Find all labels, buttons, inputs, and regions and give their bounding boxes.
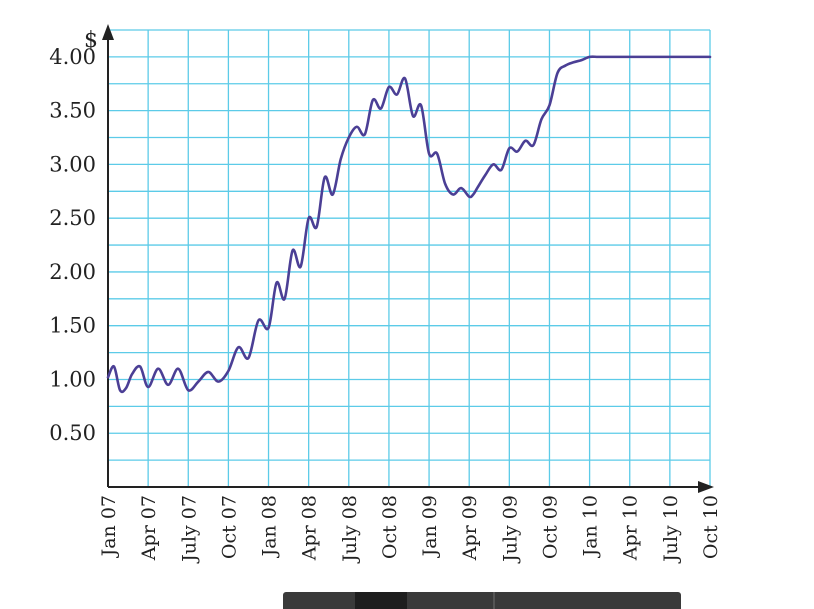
- x-tick-label: Oct 09: [539, 495, 561, 559]
- toolbar-segment: [355, 592, 407, 609]
- series-line: [106, 55, 712, 394]
- y-tick-label: 2.50: [49, 206, 96, 230]
- x-tick-label: Jan 08: [259, 495, 281, 558]
- x-tick-label: July 08: [339, 495, 361, 564]
- x-tick-label: July 10: [660, 495, 682, 564]
- grid: [108, 29, 711, 487]
- bottom-toolbar: [283, 592, 681, 609]
- y-tick-label: 3.00: [49, 152, 96, 176]
- y-tick-label: 1.50: [49, 314, 96, 338]
- x-tick-label: July 09: [499, 495, 521, 564]
- y-tick-label: 1.00: [49, 367, 96, 391]
- y-axis-arrow: [102, 24, 114, 40]
- axes: [102, 24, 714, 493]
- x-tick-label: Oct 08: [379, 495, 401, 559]
- x-tick-label: Jan 07: [98, 495, 120, 558]
- y-tick-label: 2.00: [49, 260, 96, 284]
- y-tick-label: 4.00: [49, 45, 96, 69]
- y-axis-label: $: [84, 28, 98, 53]
- toolbar-divider: [493, 592, 495, 609]
- x-tick-label: Apr 08: [299, 495, 321, 561]
- x-tick-label: Apr 09: [459, 495, 481, 561]
- x-tick-label: Apr 10: [620, 495, 642, 561]
- x-tick-label: Apr 07: [138, 495, 160, 561]
- x-tick-label: Jan 10: [580, 495, 602, 558]
- x-tick-label: Oct 10: [700, 495, 722, 559]
- x-axis-arrow: [698, 481, 714, 493]
- x-tick-label: Jan 09: [419, 495, 441, 558]
- y-tick-labels: 0.50 1.00 1.50 2.00 2.50 3.00 3.50 4.00: [49, 45, 96, 445]
- x-tick-label: Oct 07: [218, 495, 240, 559]
- x-tick-label: July 07: [178, 495, 200, 564]
- y-tick-label: 3.50: [49, 99, 96, 123]
- y-tick-label: 0.50: [49, 421, 96, 445]
- x-tick-labels: Jan 07 Apr 07 July 07 Oct 07 Jan 08 Apr 08 Jul…: [98, 495, 722, 564]
